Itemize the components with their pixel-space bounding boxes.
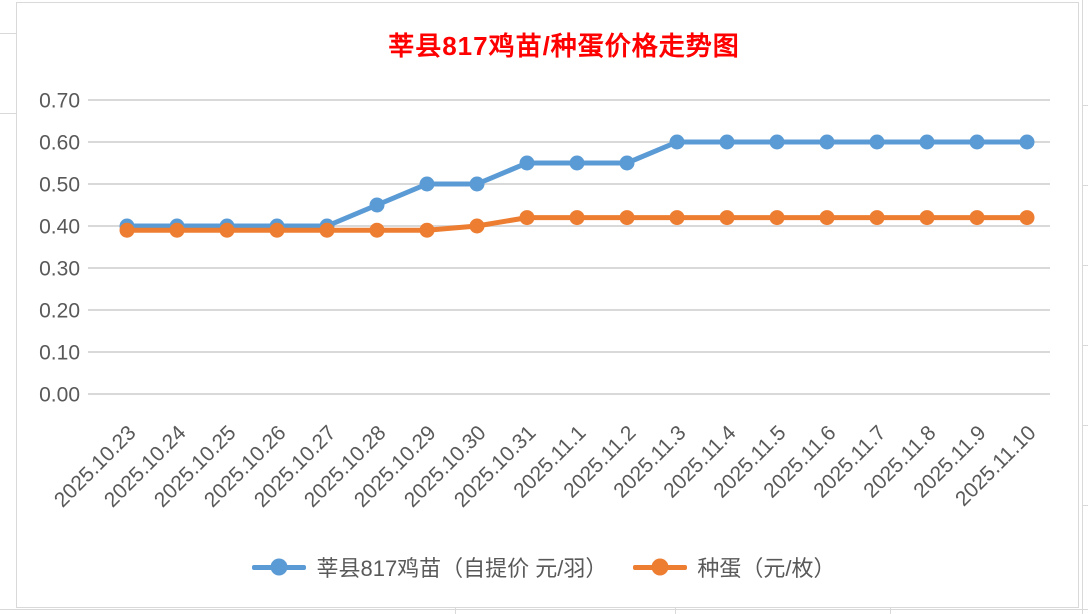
- legend-item-chicken: 莘县817鸡苗（自提价 元/羽）: [252, 551, 607, 583]
- series-1-point: [869, 210, 885, 226]
- series-1-point: [719, 210, 735, 226]
- series-1-point: [819, 210, 835, 226]
- legend-label: 种蛋（元/枚）: [697, 556, 836, 581]
- legend: 莘县817鸡苗（自提价 元/羽） 种蛋（元/枚）: [0, 549, 1088, 585]
- series-0-point: [369, 197, 385, 213]
- series-0-point: [669, 134, 685, 150]
- series-1-point: [919, 210, 935, 226]
- series-1-point: [319, 222, 335, 238]
- series-1-point: [419, 222, 435, 238]
- series-1-point: [769, 210, 785, 226]
- legend-label: 莘县817鸡苗（自提价 元/羽）: [316, 556, 608, 581]
- y-tick-label: 0.60: [39, 131, 80, 154]
- series-0-point: [519, 155, 535, 171]
- chart-object[interactable]: [16, 2, 1079, 608]
- sheet-gridline: [1082, 0, 1083, 614]
- sheet-gridline: [1082, 425, 1088, 426]
- series-1-point: [269, 222, 285, 238]
- series-1-point: [1019, 210, 1035, 226]
- series-0-point: [419, 176, 435, 192]
- series-0-point: [919, 134, 935, 150]
- sheet-gridline: [0, 33, 16, 34]
- series-1-point: [519, 210, 535, 226]
- series-1-point: [119, 222, 135, 238]
- series-0-point: [819, 134, 835, 150]
- dot-icon: [651, 558, 669, 576]
- series-1-point: [969, 210, 985, 226]
- dot-icon: [270, 558, 288, 576]
- sheet-gridline: [1082, 345, 1088, 346]
- y-tick-label: 0.10: [39, 341, 80, 364]
- y-tick-label: 0.50: [39, 173, 80, 196]
- series-1-point: [219, 222, 235, 238]
- y-tick-label: 0.40: [39, 215, 80, 238]
- series-0-point: [619, 155, 635, 171]
- line-marker-icon: [252, 558, 307, 576]
- series-1-point: [619, 210, 635, 226]
- y-tick-label: 0.70: [39, 89, 80, 112]
- sheet-gridline: [0, 113, 16, 114]
- sheet-gridline: [675, 606, 676, 614]
- series-1-point: [569, 210, 585, 226]
- series-0-point: [469, 176, 485, 192]
- series-0-point: [569, 155, 585, 171]
- sheet-gridline: [1082, 265, 1088, 266]
- sheet-gridline: [455, 606, 456, 614]
- line-marker-icon: [633, 558, 688, 576]
- sheet-gridline: [1082, 185, 1088, 186]
- chart-title: 莘县817鸡苗/种蛋价格走势图: [388, 31, 740, 61]
- legend-item-egg: 种蛋（元/枚）: [633, 551, 836, 583]
- y-tick-label: 0.00: [39, 383, 80, 406]
- series-0-point: [769, 134, 785, 150]
- series-1-point: [669, 210, 685, 226]
- y-tick-label: 0.30: [39, 257, 80, 280]
- sheet-gridline: [0, 609, 1088, 610]
- sheet-gridline: [1082, 505, 1088, 506]
- series-0-point: [869, 134, 885, 150]
- series-1-point: [369, 222, 385, 238]
- series-0-point: [969, 134, 985, 150]
- sheet-gridline: [1082, 105, 1088, 106]
- series-0-point: [1019, 134, 1035, 150]
- series-1-point: [469, 218, 485, 234]
- series-0-point: [719, 134, 735, 150]
- y-tick-label: 0.20: [39, 299, 80, 322]
- sheet-gridline: [890, 606, 891, 614]
- series-1-point: [169, 222, 185, 238]
